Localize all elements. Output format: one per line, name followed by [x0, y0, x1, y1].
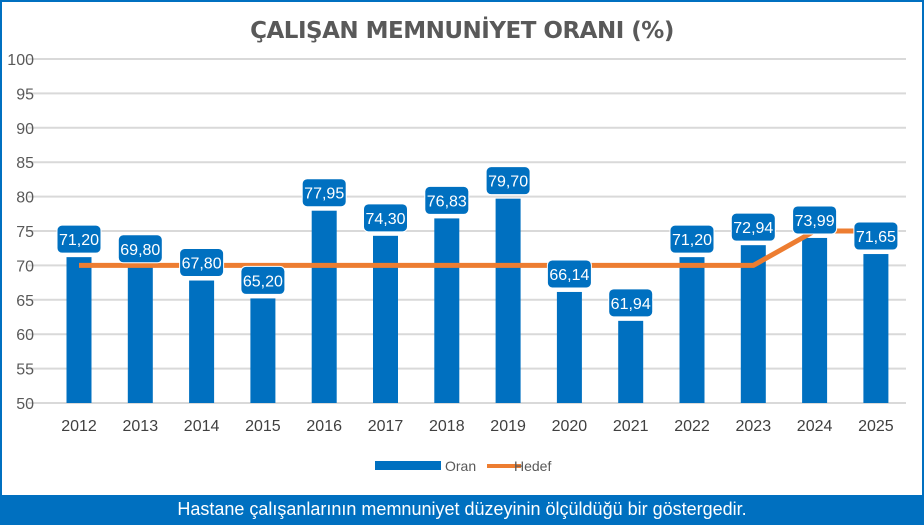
- y-tick-label: 60: [16, 327, 34, 344]
- x-tick-label: 2021: [613, 418, 649, 435]
- data-label: 79,70: [488, 174, 528, 191]
- y-tick-label: 100: [7, 52, 34, 69]
- x-tick-label: 2012: [61, 418, 97, 435]
- data-label-box: [240, 265, 286, 295]
- chart-title: ÇALIŞAN MEMNUNİYET ORANI (%): [250, 18, 674, 44]
- y-tick-label: 70: [16, 258, 34, 275]
- x-tick-label: 2015: [245, 418, 281, 435]
- data-label: 71,20: [59, 232, 99, 249]
- y-tick-label: 50: [16, 396, 34, 413]
- legend-label-oran: Oran: [445, 458, 476, 474]
- bar-2018: [434, 218, 460, 403]
- x-tick-label: 2014: [184, 418, 220, 435]
- data-label-box: [485, 166, 531, 196]
- data-label-box: [179, 248, 225, 278]
- data-label-box: [424, 185, 470, 215]
- data-label-box: [792, 205, 838, 235]
- bar-2019: [495, 198, 521, 403]
- bar-2024: [802, 237, 828, 403]
- y-tick-label: 95: [16, 86, 34, 103]
- x-tick-label: 2016: [306, 418, 342, 435]
- data-label-box: [730, 212, 776, 242]
- data-label-box: [363, 203, 408, 233]
- data-label-box: [608, 288, 654, 318]
- x-tick-label: 2020: [552, 418, 588, 435]
- data-label-box: [117, 234, 163, 264]
- data-label: 71,65: [856, 229, 896, 246]
- data-label: 66,14: [549, 267, 589, 284]
- legend-label-hedef: Hedef: [514, 458, 551, 474]
- data-label-box: [853, 221, 899, 251]
- y-tick-label: 85: [16, 155, 34, 172]
- x-tick-label: 2025: [858, 418, 894, 435]
- x-tick-label: 2024: [797, 418, 833, 435]
- bar-2021: [618, 320, 644, 403]
- data-label: 71,20: [672, 232, 712, 249]
- bar-2016: [311, 210, 337, 403]
- data-label: 74,30: [365, 211, 405, 228]
- bar-2015: [250, 298, 276, 403]
- bar-2023: [740, 245, 766, 403]
- data-label-box: [301, 178, 347, 208]
- y-tick-label: 90: [16, 121, 34, 138]
- data-label-box: [546, 259, 592, 289]
- bar-2017: [373, 235, 398, 403]
- x-tick-label: 2013: [123, 418, 159, 435]
- x-tick-label: 2022: [674, 418, 710, 435]
- data-label: 72,94: [733, 220, 773, 237]
- data-label: 61,94: [611, 296, 651, 313]
- data-label: 76,83: [427, 193, 467, 210]
- y-tick-label: 75: [16, 224, 34, 241]
- data-label: 67,80: [182, 256, 222, 273]
- data-label: 65,20: [243, 273, 283, 290]
- data-label: 69,80: [120, 242, 160, 259]
- data-label-box: [56, 224, 102, 254]
- bar-2022: [679, 257, 705, 403]
- bar-2025: [863, 254, 889, 403]
- footer-caption: Hastane çalışanlarının memnuniyet düzeyi…: [2, 495, 922, 523]
- y-tick-label: 65: [16, 293, 34, 310]
- bar-2013: [127, 266, 153, 403]
- data-label: 73,99: [795, 213, 835, 230]
- y-tick-label: 80: [16, 190, 34, 207]
- legend-swatch-oran: [375, 461, 441, 470]
- data-label-box: [669, 224, 715, 254]
- bar-2020: [556, 291, 582, 403]
- x-tick-label: 2017: [368, 418, 404, 435]
- bar-2014: [189, 280, 215, 403]
- x-tick-label: 2019: [490, 418, 526, 435]
- data-label: 77,95: [304, 186, 344, 203]
- y-tick-label: 55: [16, 362, 34, 379]
- x-tick-label: 2018: [429, 418, 465, 435]
- bar-2012: [66, 257, 92, 403]
- x-tick-label: 2023: [736, 418, 772, 435]
